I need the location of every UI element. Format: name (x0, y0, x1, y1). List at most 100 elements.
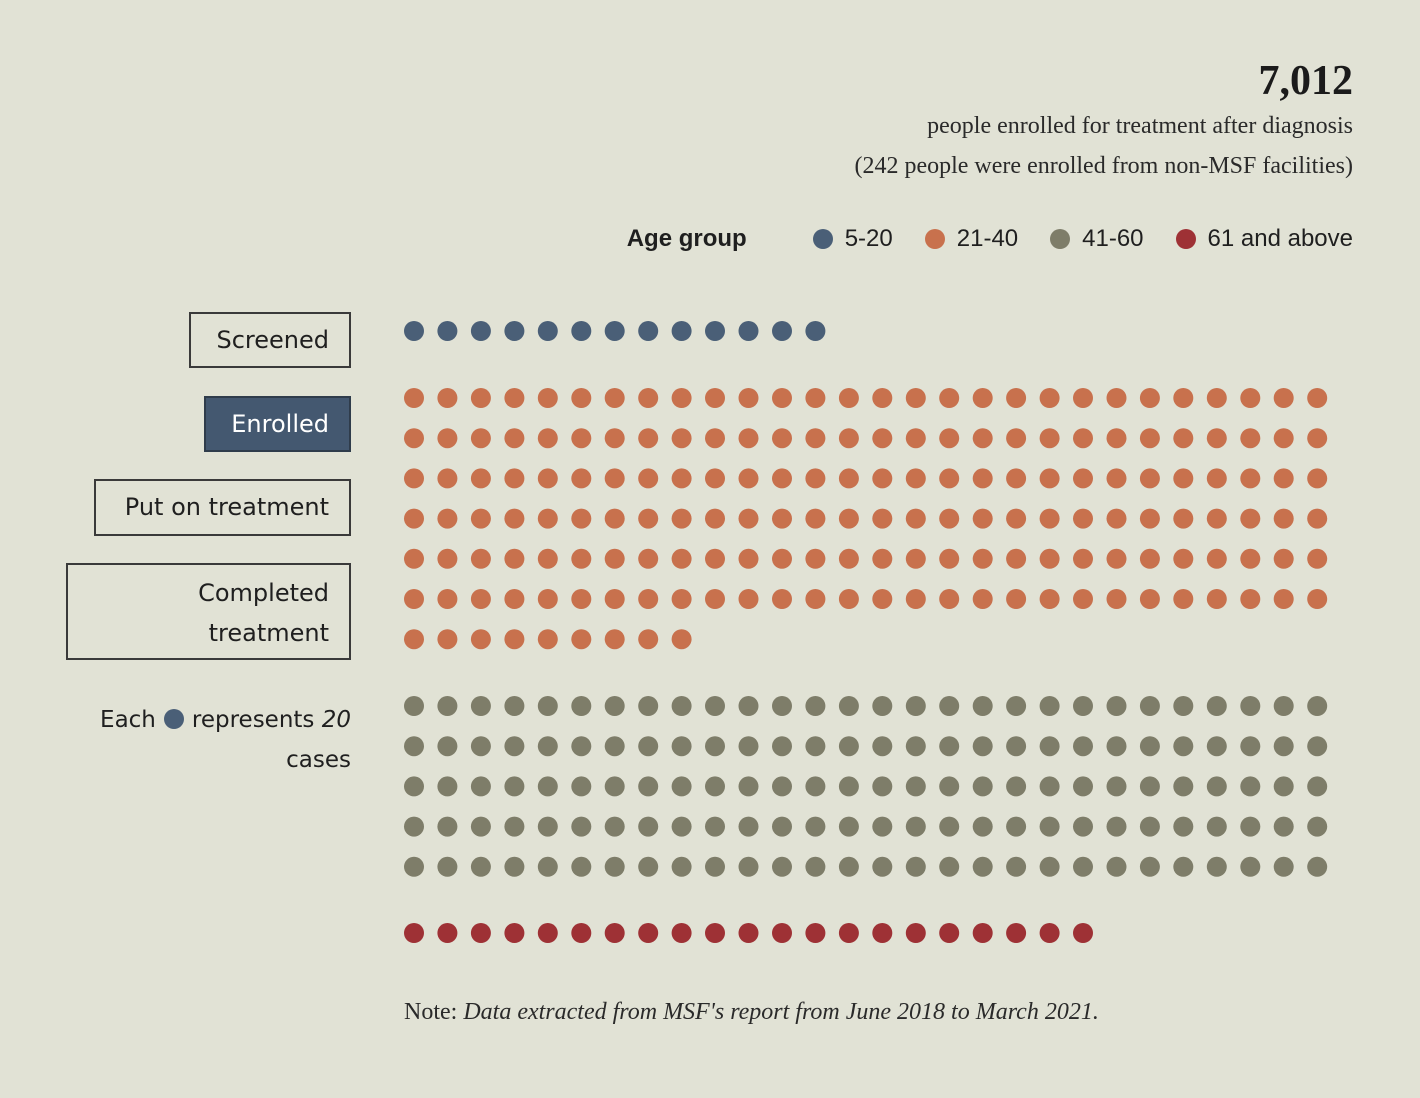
dot (705, 856, 725, 877)
dot (671, 321, 692, 341)
dot (1273, 468, 1294, 489)
screened-button[interactable]: Screened (189, 312, 351, 368)
dot (805, 548, 826, 569)
dot (404, 629, 424, 650)
put-on-treatment-button[interactable]: Put on treatment (94, 479, 351, 536)
dot (404, 321, 424, 341)
dot (838, 548, 859, 569)
dot (805, 736, 826, 757)
dot (838, 696, 859, 716)
dot (872, 508, 893, 529)
dot (705, 923, 725, 943)
dot (1173, 736, 1194, 757)
footnote: Note: Data extracted from MSF's report f… (404, 994, 1099, 1030)
dot (638, 696, 659, 716)
dot (772, 388, 792, 408)
dot (705, 696, 725, 716)
dot (772, 428, 792, 449)
enrolled-button[interactable]: Enrolled (204, 396, 351, 452)
dot (805, 388, 826, 408)
dot (537, 816, 558, 837)
dot (1106, 696, 1127, 716)
dot (905, 816, 926, 837)
dot (705, 388, 725, 408)
unit-dot-icon (163, 709, 184, 729)
dot (1006, 776, 1027, 797)
dot (1073, 736, 1093, 757)
dot (972, 923, 993, 943)
dot (905, 589, 926, 609)
dot (805, 816, 826, 837)
dot (437, 629, 458, 650)
dot (705, 589, 725, 609)
dot (604, 776, 625, 797)
dot (838, 923, 859, 943)
dot (604, 321, 625, 341)
dot (972, 388, 993, 408)
dot (504, 696, 525, 716)
dot (1039, 548, 1060, 569)
dot (705, 321, 725, 341)
dot (1173, 589, 1194, 609)
dot (905, 428, 926, 449)
dot (872, 428, 893, 449)
dot (1307, 856, 1328, 877)
dot (872, 388, 893, 408)
dot (571, 776, 592, 797)
dot (1039, 428, 1060, 449)
dot (671, 468, 692, 489)
dot (772, 856, 792, 877)
dot (537, 468, 558, 489)
dot (772, 589, 792, 609)
unit-cases-text: cases (286, 747, 351, 773)
dot (470, 388, 491, 408)
dot (1139, 468, 1160, 489)
dot (772, 816, 792, 837)
dot (1006, 548, 1027, 569)
dot (437, 548, 458, 569)
dot (705, 468, 725, 489)
dot (872, 856, 893, 877)
dot (1139, 696, 1160, 716)
dot (939, 589, 960, 609)
dot (1173, 468, 1194, 489)
series-21-40 (404, 388, 1328, 650)
dot (1240, 856, 1261, 877)
dot (638, 816, 659, 837)
dot (1073, 923, 1093, 943)
dot (404, 548, 424, 569)
dot (1106, 856, 1127, 877)
dot (537, 736, 558, 757)
dot (1307, 428, 1328, 449)
dot (537, 923, 558, 943)
dot (671, 629, 692, 650)
dot (504, 468, 525, 489)
unit-explanation: Each represents 20 cases (51, 700, 351, 780)
dot (604, 629, 625, 650)
dot (838, 776, 859, 797)
dot (437, 816, 458, 837)
dot (1039, 856, 1060, 877)
dot (571, 321, 592, 341)
dot (905, 468, 926, 489)
dot (939, 923, 960, 943)
dot (772, 776, 792, 797)
dot (504, 508, 525, 529)
dot (1039, 923, 1060, 943)
dot (1073, 508, 1093, 529)
dot (437, 696, 458, 716)
dot (1073, 589, 1093, 609)
dot (638, 468, 659, 489)
dot (1006, 589, 1027, 609)
dot (1106, 776, 1127, 797)
dot (1307, 388, 1328, 408)
dot (872, 736, 893, 757)
dot (1039, 388, 1060, 408)
dot (537, 629, 558, 650)
dot (571, 629, 592, 650)
dot (939, 508, 960, 529)
dot (504, 856, 525, 877)
dot (939, 548, 960, 569)
dot (1273, 508, 1294, 529)
completed-treatment-button[interactable]: Completed treatment (66, 563, 351, 660)
